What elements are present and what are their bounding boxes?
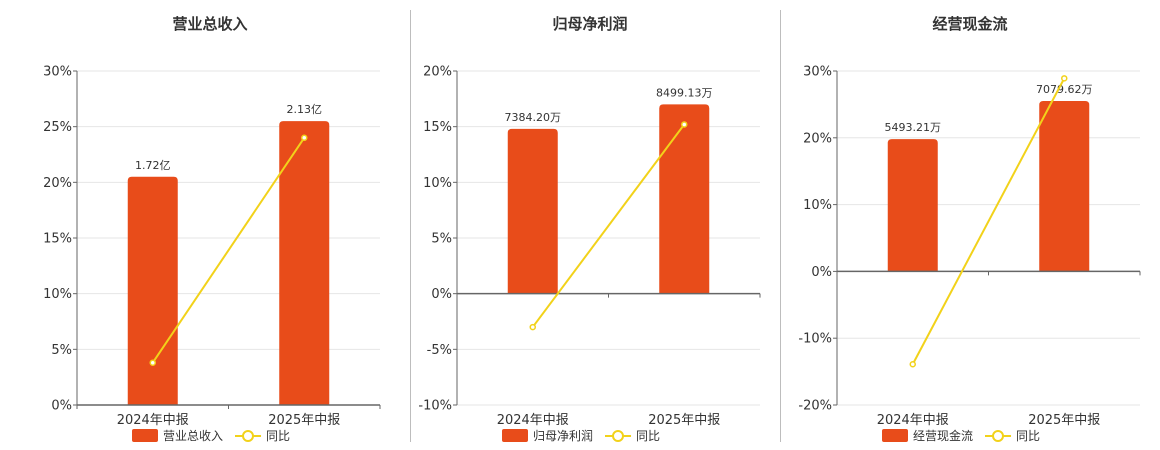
chart-title: 经营现金流 (932, 15, 1008, 33)
y-tick-label: 0% (811, 265, 832, 280)
legend-line-label[interactable]: 同比 (266, 429, 291, 443)
bar-data-label: 7079.62万 (1036, 83, 1093, 96)
series-line-yoy (151, 137, 306, 364)
y-tick-label: 30% (803, 65, 832, 80)
series-line-yoy (911, 77, 1066, 365)
y-tick-label: 15% (43, 232, 72, 247)
bar (659, 104, 710, 294)
bar (127, 176, 178, 405)
y-tick-label: 0% (51, 399, 72, 414)
y-tick-label: 10% (43, 287, 72, 302)
line-point (301, 134, 308, 142)
line-point (1061, 75, 1068, 82)
bar-data-label: 5493.21万 (885, 121, 942, 134)
y-tick-label: 20% (423, 65, 452, 80)
x-tick-label: 2024年中报 (497, 413, 569, 428)
legend-bar-label[interactable]: 归母净利润 (533, 429, 594, 443)
chart-title: 归母净利润 (552, 15, 628, 33)
y-tick-label: 10% (423, 176, 452, 191)
legend: 营业总收入 同比 (132, 427, 290, 444)
legend-bar-label[interactable]: 经营现金流 (913, 429, 974, 443)
y-tick-label: 20% (43, 176, 72, 191)
x-tick-label: 2024年中报 (117, 413, 189, 428)
y-tick-label: 0% (431, 287, 452, 302)
chart-net-profit: -10% -5% 0% 5% 10% 15% 20% 7384.20万 8499.13万 2024… (418, 65, 761, 428)
legend-bar-swatch (132, 429, 158, 442)
series-line-yoy (531, 123, 686, 328)
line-point (681, 121, 688, 128)
y-tick-label: -10% (798, 332, 832, 347)
chart-panel-revenue: 营业总收入 0% 5% 10% 15% 20% 25% 30% 1.72亿 2.13亿 2024年… (40, 0, 381, 450)
x-tick-label: 2025年中报 (1028, 413, 1100, 428)
line-point (909, 361, 916, 368)
bar (1039, 101, 1090, 272)
x-tick-label: 2025年中报 (268, 413, 340, 428)
chart-panel-cash-flow: 经营现金流 -20% -10% 0% 10% 20% 30% 5493.21万 7079.62… (798, 0, 1141, 450)
legend-line-swatch (985, 429, 1012, 442)
bar-data-label: 2.13亿 (287, 103, 323, 116)
y-tick-label: 15% (423, 120, 452, 135)
legend-line-label[interactable]: 同比 (636, 429, 661, 443)
legend-bar-swatch (882, 429, 908, 442)
panel-divider (410, 10, 411, 442)
y-tick-label: -5% (427, 343, 452, 358)
legend-line-swatch (235, 429, 262, 442)
y-tick-label: 5% (431, 232, 452, 247)
x-tick-label: 2025年中报 (648, 413, 720, 428)
y-tick-label: -20% (798, 399, 832, 414)
line-point (149, 359, 156, 366)
legend: 经营现金流 同比 (882, 427, 1040, 444)
line-point (529, 323, 536, 331)
legend-line-label[interactable]: 同比 (1016, 429, 1041, 443)
legend-line-swatch (605, 429, 632, 442)
y-tick-label: 30% (43, 65, 72, 80)
y-tick-label: 25% (43, 120, 72, 135)
y-tick-label: 20% (803, 131, 832, 146)
chart-revenue: 0% 5% 10% 15% 20% 25% 30% 1.72亿 2.13亿 2024年中报 2025… (43, 65, 381, 428)
y-tick-label: 5% (51, 343, 72, 358)
bar-data-label: 8499.13万 (656, 86, 713, 99)
bar-data-label: 7384.20万 (505, 111, 562, 124)
legend-bar-label[interactable]: 营业总收入 (163, 429, 224, 443)
bar (887, 139, 938, 272)
legend-bar-swatch (502, 429, 528, 442)
x-tick-label: 2024年中报 (877, 413, 949, 428)
chart-title: 营业总收入 (172, 15, 248, 33)
chart-cash-flow: -20% -10% 0% 10% 20% 30% 5493.21万 7079.62万 2024年… (798, 65, 1141, 428)
bar (279, 121, 330, 405)
panel-divider (780, 10, 781, 442)
chart-panel-net-profit: 归母净利润 -10% -5% 0% 5% 10% 15% 20% 7384.20万 8499.1… (418, 0, 761, 450)
y-tick-label: 10% (803, 198, 832, 213)
y-tick-label: -10% (418, 399, 452, 414)
bar (507, 128, 558, 294)
legend: 归母净利润 同比 (502, 427, 660, 444)
bar-data-label: 1.72亿 (135, 159, 171, 172)
